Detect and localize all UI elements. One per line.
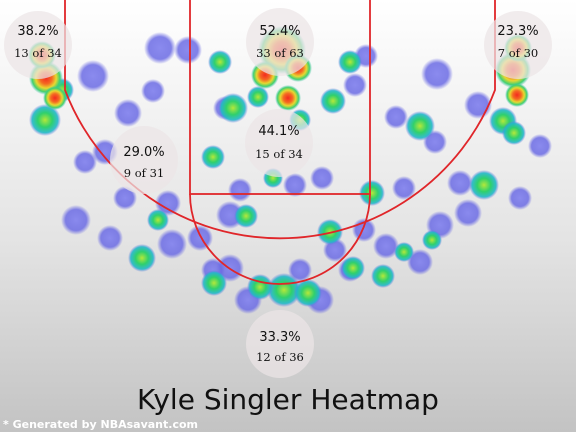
zone-pct: 52.4% — [259, 24, 300, 39]
heat-blob-mid — [201, 145, 225, 169]
heat-blob-mid — [201, 270, 227, 296]
heat-blob-low — [155, 190, 181, 216]
heat-blob-low — [77, 60, 109, 92]
generated-by-footer: * Generated by NBAsavant.com — [3, 418, 198, 431]
heat-blob-mid — [371, 264, 395, 288]
heat-blob-mid — [147, 209, 169, 231]
heat-blob-high — [43, 86, 67, 110]
heat-blob-mid — [341, 256, 365, 280]
zone-restricted-area: 52.4% 33 of 63 — [246, 8, 314, 76]
heat-blob-low — [144, 32, 176, 64]
heat-blob-low — [343, 73, 367, 97]
heat-blob-mid — [338, 50, 362, 74]
zone-right-corner-three: 23.3% 7 of 30 — [484, 11, 552, 79]
zone-bubble — [484, 11, 552, 79]
heat-blob-low — [454, 199, 482, 227]
heat-blob-high — [275, 85, 301, 111]
zone-top-of-key-three: 33.3% 12 of 36 — [246, 310, 314, 378]
three-point-arc — [64, 0, 496, 240]
zone-pct: 29.0% — [123, 145, 164, 160]
heat-blob-low — [407, 249, 433, 275]
heat-blob-low — [73, 150, 97, 174]
zone-labels: 38.2% 13 of 34 52.4% 33 of 63 23.3% 7 of… — [4, 8, 552, 378]
zone-bubble — [4, 11, 72, 79]
paint-lane — [189, 0, 371, 195]
heat-blob-mid — [502, 121, 526, 145]
heat-blob-low — [392, 176, 416, 200]
heat-blob-mid — [294, 279, 322, 307]
zone-left-corner-three: 38.2% 13 of 34 — [4, 11, 72, 79]
court-lines — [64, 0, 496, 285]
zone-bubble — [246, 310, 314, 378]
heat-blob-mid — [208, 50, 232, 74]
heat-blob-low — [283, 173, 307, 197]
heat-blob-mid — [359, 180, 385, 206]
heat-blob-mid — [267, 273, 301, 307]
heat-blob-mid — [469, 170, 499, 200]
zone-pct: 38.2% — [17, 24, 58, 39]
heat-blob-low — [508, 186, 532, 210]
heat-blob-mid — [247, 274, 273, 300]
heat-blob-low — [528, 134, 552, 158]
heat-blob-low — [157, 229, 187, 259]
heat-blob-low — [174, 36, 202, 64]
free-throw-arc — [189, 193, 371, 285]
heat-blob-low — [141, 79, 165, 103]
heat-blob-low — [288, 258, 312, 282]
zone-bubble — [245, 109, 313, 177]
zone-bubble — [246, 8, 314, 76]
zone-paint-non-ra: 44.1% 15 of 34 — [245, 109, 313, 177]
heat-blob-mid — [394, 242, 414, 262]
zone-pct: 33.3% — [259, 330, 300, 345]
heat-blob-low — [384, 105, 408, 129]
chart-title: Kyle Singler Heatmap — [137, 383, 439, 416]
heat-blob-mid — [422, 230, 442, 250]
zone-left-midrange: 29.0% 9 of 31 — [110, 126, 178, 194]
heat-blob-low — [228, 178, 252, 202]
heat-blob-mid — [405, 111, 435, 141]
zone-count: 13 of 34 — [14, 46, 62, 60]
heat-blob-low — [373, 233, 399, 259]
heat-blob-mid — [218, 93, 248, 123]
heat-blob-low — [421, 58, 453, 90]
zone-pct: 23.3% — [497, 24, 538, 39]
heat-blob-low — [447, 170, 473, 196]
heat-blob-mid — [29, 104, 61, 136]
heat-blob-low — [310, 166, 334, 190]
zone-count: 15 of 34 — [255, 147, 303, 161]
heat-blob-low — [114, 99, 142, 127]
zone-count: 33 of 63 — [256, 46, 304, 60]
zone-count: 12 of 36 — [256, 350, 304, 364]
heat-blob-mid — [247, 86, 269, 108]
heat-blob-mid — [320, 88, 346, 114]
heat-blob-low — [113, 186, 137, 210]
zone-pct: 44.1% — [258, 124, 299, 139]
zone-count: 7 of 30 — [498, 46, 538, 60]
heat-blob-low — [61, 205, 91, 235]
heat-blob-high — [505, 83, 529, 107]
heat-blob-mid — [128, 244, 156, 272]
zone-bubble — [110, 126, 178, 194]
heat-blob-low — [97, 225, 123, 251]
heat-blob-mid — [234, 204, 258, 228]
heat-blob-low — [187, 225, 213, 251]
zone-count: 9 of 31 — [124, 166, 164, 180]
